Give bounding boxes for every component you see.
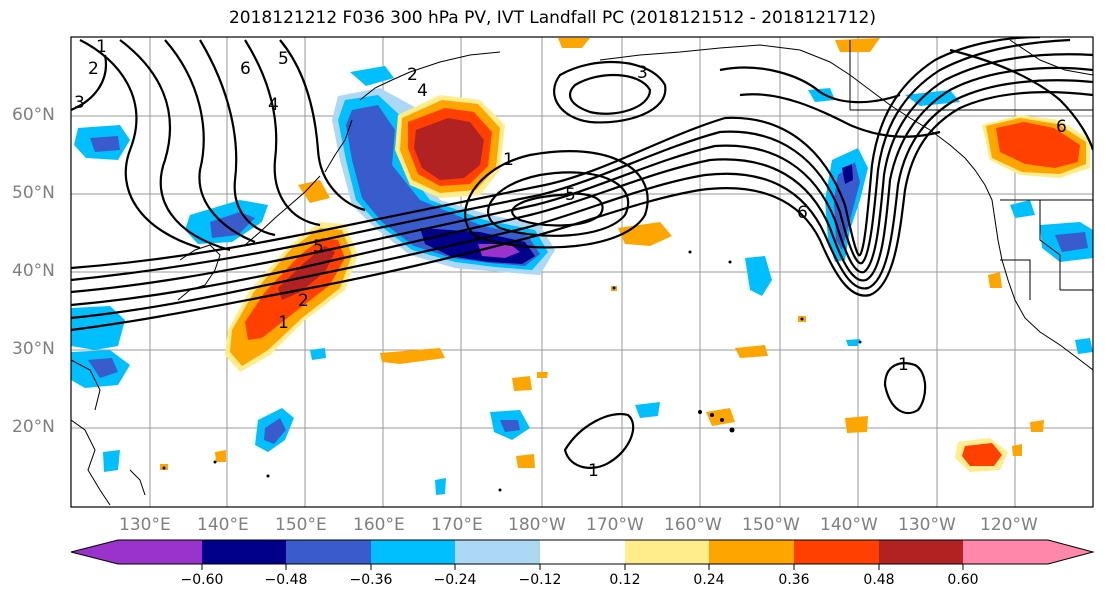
colorbar-label: −0.24 [433, 572, 477, 588]
contour-label: 5 [278, 49, 289, 69]
contour-label: 6 [1056, 117, 1067, 137]
x-tick-label: 140°E [197, 515, 249, 535]
x-tick-label: 130°W [898, 515, 956, 535]
contour-label: 5 [565, 185, 576, 205]
colorbar-segment [540, 540, 625, 564]
colorbar-ticks [201, 564, 964, 570]
contour-labels: 1 2 3 4 5 6 1 2 5 1 5 6 1 1 2 3 4 6 [74, 37, 1067, 481]
x-tick-label: 170°W [586, 515, 644, 535]
y-tick-label: 50°N [12, 183, 55, 203]
x-tick-label: 150°W [742, 515, 800, 535]
contour-label: 6 [240, 59, 251, 79]
colorbar-segment [202, 540, 286, 564]
colorbar-segment [455, 540, 540, 564]
positive-shading [160, 38, 1090, 472]
x-tick-label: 120°W [980, 515, 1038, 535]
colorbar-label: 0.24 [693, 572, 725, 588]
x-tick-label: 170°E [431, 515, 483, 535]
colorbar-segment [371, 540, 455, 564]
contour-label: 3 [74, 93, 85, 113]
contour-label: 1 [96, 37, 107, 57]
colorbar-segment [625, 540, 709, 564]
colorbar-label: −0.60 [180, 572, 224, 588]
x-tick-label: 180°W [508, 515, 566, 535]
colorbar-label: 0.36 [778, 572, 810, 588]
colorbar-segment [963, 540, 1093, 564]
contour-label: 4 [268, 95, 279, 115]
colorbar-label: 0.60 [947, 572, 979, 588]
coastlines [71, 39, 1093, 506]
contour-label: 2 [298, 291, 309, 311]
x-tick-label: 160°E [353, 515, 405, 535]
map-frame [70, 36, 1094, 508]
contour-label: 2 [407, 65, 418, 85]
y-tick-label: 60°N [12, 105, 55, 125]
y-tick-label: 20°N [12, 417, 55, 437]
colorbar-outline [70, 539, 1095, 565]
x-tick-label: 150°E [275, 515, 327, 535]
pv-contours [71, 37, 1093, 469]
colorbar-label: −0.48 [264, 572, 308, 588]
contour-label: 1 [278, 313, 289, 333]
contour-label: 1 [588, 461, 599, 481]
colorbar-label: −0.36 [349, 572, 393, 588]
contour-label: 5 [313, 237, 324, 257]
y-tick-label: 30°N [12, 339, 55, 359]
y-tick-label: 40°N [12, 261, 55, 281]
contour-label: 1 [898, 355, 909, 375]
contour-label: 1 [503, 150, 514, 170]
colorbar-segment [879, 540, 963, 564]
contour-label: 2 [88, 59, 99, 79]
colorbar [71, 540, 1093, 564]
contour-label: 4 [417, 81, 428, 101]
x-tick-label: 140°W [820, 515, 878, 535]
colorbar-segment [794, 540, 879, 564]
x-tick-label: 160°W [664, 515, 722, 535]
colorbar-label: −0.12 [518, 572, 562, 588]
colorbar-label: 0.48 [863, 572, 895, 588]
contour-label: 6 [797, 203, 808, 223]
colorbar-segment [71, 540, 202, 564]
figure-title: 2018121212 F036 300 hPa PV, IVT Landfall… [228, 8, 876, 28]
contour-label: 3 [637, 63, 648, 83]
colorbar-segment [709, 540, 794, 564]
x-tick-label: 130°E [119, 515, 171, 535]
colorbar-label: 0.12 [609, 572, 641, 588]
colorbar-segment [286, 540, 371, 564]
islands [162, 250, 862, 492]
